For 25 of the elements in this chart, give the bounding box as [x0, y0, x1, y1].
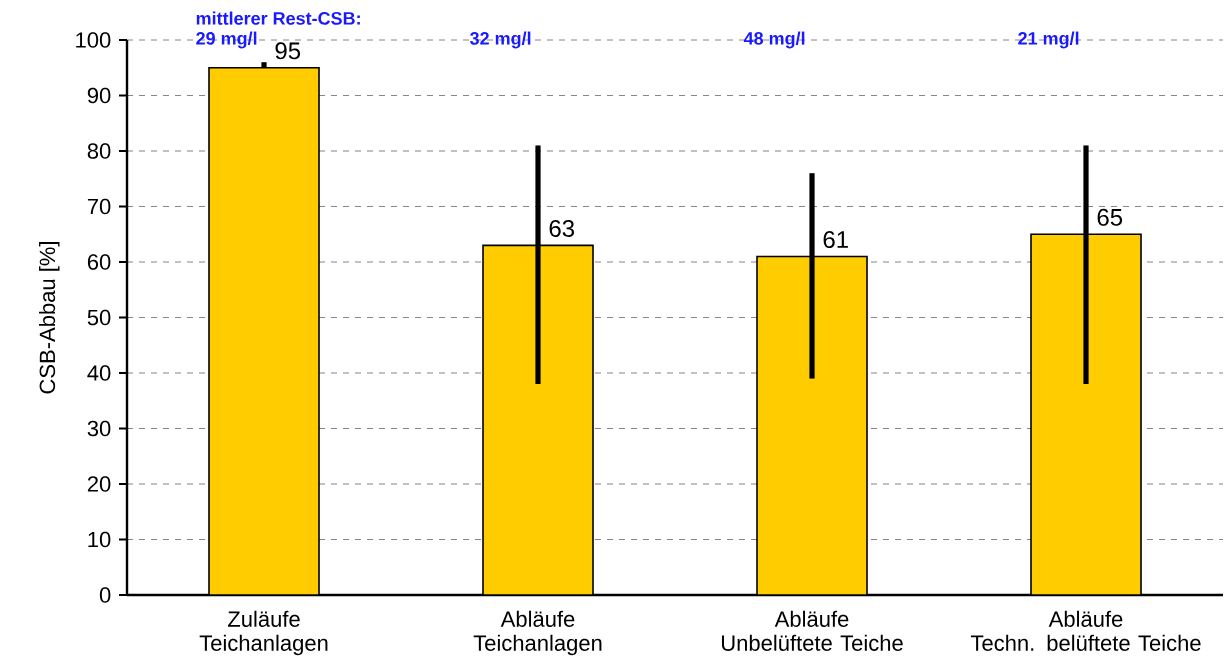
- annotation: 21 mg/l: [1018, 31, 1079, 49]
- annotation: 48 mg/l: [743, 31, 805, 49]
- y-tick-label: 100: [76, 32, 111, 48]
- data-label: 61: [823, 231, 848, 249]
- y-axis-title: CSB-Abbau [%]: [39, 242, 60, 394]
- y-tick-label: 70: [87, 198, 111, 215]
- x-tick-label: Abläufe Teichanlagen: [473, 610, 602, 656]
- y-tick-label: 40: [87, 365, 111, 381]
- y-tick-label: 80: [87, 143, 111, 159]
- data-label: 95: [275, 42, 301, 60]
- y-tick-label: 20: [87, 476, 111, 492]
- y-tick-label: 0: [99, 587, 111, 603]
- y-tick-label: 60: [87, 254, 111, 270]
- y-tick-label: 50: [87, 309, 111, 326]
- annotation: 29 mg/l: [196, 31, 257, 49]
- x-tick-label: Abläufe Unbelüftete Teiche: [721, 610, 903, 651]
- x-tick-label: Zuläufe Teichanlagen: [199, 610, 328, 656]
- x-tick-label: Abläufe Techn. belüftete Teiche: [970, 610, 1201, 651]
- y-tick-label: 90: [87, 87, 111, 104]
- y-tick-label: 10: [88, 531, 111, 548]
- y-tick-label: 30: [87, 420, 111, 437]
- annotation: 32 mg/l: [469, 31, 531, 49]
- text: mittlerer Rest-CSB:: [196, 11, 360, 25]
- data-label: 65: [1097, 208, 1123, 226]
- data-label: 63: [549, 219, 575, 237]
